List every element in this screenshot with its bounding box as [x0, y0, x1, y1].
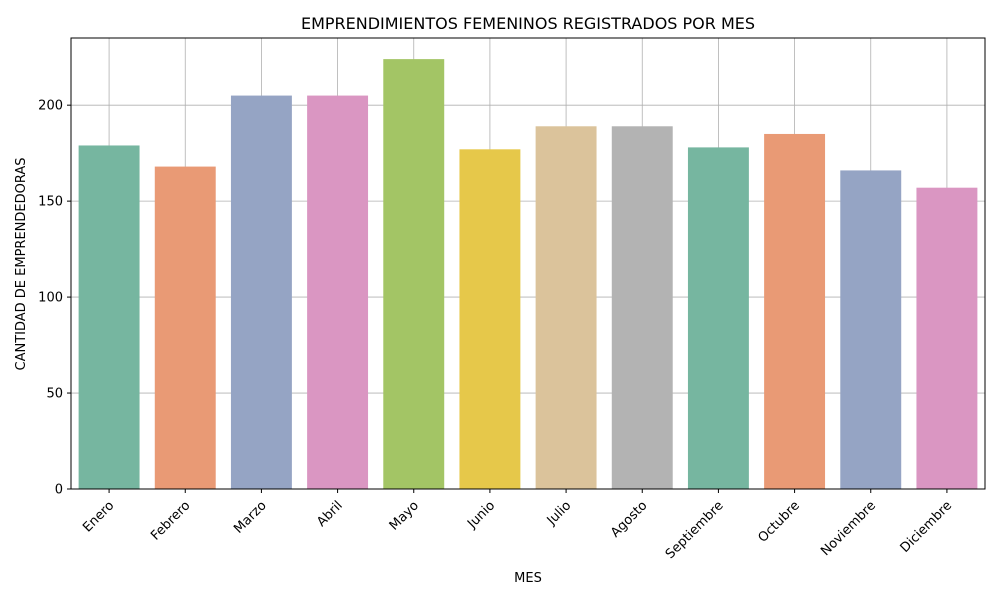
x-tick-label: Septiembre	[663, 498, 727, 562]
bar-septiembre	[687, 147, 749, 490]
bar-marzo	[230, 95, 292, 490]
x-tick-label: Octubre	[755, 498, 802, 545]
chart-title: EMPRENDIMIENTOS FEMENINOS REGISTRADOS PO…	[301, 14, 755, 33]
y-axis-label: CANTIDAD DE EMPRENDEDORAS	[14, 157, 29, 370]
x-axis-label: MES	[514, 571, 542, 586]
bar-julio	[535, 126, 597, 489]
x-tick-label: Mayo	[387, 498, 422, 533]
bar-layer	[78, 59, 978, 490]
y-tick-label: 100	[38, 291, 63, 306]
x-tick-label: Abril	[314, 498, 346, 530]
x-tick-label: Noviembre	[818, 498, 879, 559]
plot-frame	[70, 37, 986, 490]
y-tick-label: 200	[38, 99, 63, 114]
bar-noviembre	[840, 170, 902, 490]
y-tick-label: 150	[38, 195, 63, 210]
y-tick-label: 50	[46, 387, 63, 402]
x-tick-label: Diciembre	[898, 498, 956, 556]
y-tick-label: 0	[55, 483, 63, 498]
bar-febrero	[154, 166, 216, 489]
x-tick-label: Enero	[80, 498, 117, 535]
bar-abril	[307, 95, 369, 490]
bar-junio	[459, 149, 521, 489]
bar-agosto	[611, 126, 673, 489]
x-tick-label: Julio	[544, 498, 575, 529]
x-tick-label: Agosto	[608, 498, 650, 540]
x-tick-label: Marzo	[231, 498, 269, 536]
bar-diciembre	[916, 187, 978, 490]
x-tick-label: Febrero	[148, 498, 193, 543]
bar-mayo	[383, 59, 445, 490]
bar-enero	[78, 145, 140, 489]
bar-octubre	[764, 133, 826, 489]
x-tick-label: Junio	[464, 498, 498, 532]
